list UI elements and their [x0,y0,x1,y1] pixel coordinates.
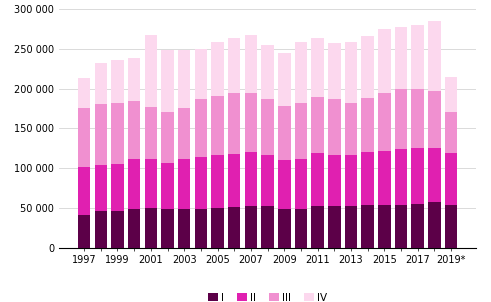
Bar [328,43,341,99]
Bar [228,93,241,154]
Bar [245,93,257,152]
Bar [245,206,257,248]
Bar [95,211,107,248]
Bar [395,27,407,89]
Bar [145,35,157,107]
Bar [428,91,440,148]
Bar [278,210,291,248]
Bar [111,211,124,248]
Bar [178,50,191,108]
Bar [361,36,374,98]
Bar [411,88,424,148]
Bar [95,165,107,211]
Bar [428,21,440,91]
Bar [145,159,157,208]
Bar [278,160,291,210]
Bar [428,202,440,248]
Bar [161,50,174,112]
Bar [411,204,424,248]
Bar [328,155,341,206]
Bar [328,99,341,155]
Bar [161,162,174,210]
Bar [194,209,207,248]
Bar [295,42,307,103]
Bar [261,99,274,155]
Bar [78,78,90,108]
Bar [345,103,357,155]
Bar [378,29,390,92]
Bar [178,159,191,210]
Bar [345,155,357,206]
Bar [194,49,207,99]
Bar [311,153,324,206]
Bar [211,155,224,208]
Bar [411,148,424,204]
Bar [295,210,307,248]
Bar [245,34,257,93]
Bar [111,164,124,211]
Bar [261,45,274,99]
Bar [428,148,440,202]
Bar [378,92,390,151]
Bar [278,106,291,160]
Bar [95,104,107,165]
Bar [295,103,307,159]
Bar [228,38,241,92]
Bar [345,206,357,248]
Bar [278,53,291,106]
Bar [395,149,407,205]
Bar [261,155,274,206]
Bar [128,101,140,159]
Bar [345,43,357,103]
Bar [311,97,324,153]
Bar [128,159,140,209]
Bar [411,25,424,88]
Bar [445,153,457,205]
Bar [178,108,191,159]
Bar [445,205,457,248]
Legend: I, II, III, IV: I, II, III, IV [204,289,331,302]
Bar [361,98,374,152]
Bar [111,60,124,103]
Bar [211,96,224,155]
Bar [311,206,324,248]
Bar [145,208,157,248]
Bar [161,210,174,248]
Bar [128,209,140,248]
Bar [445,77,457,112]
Bar [261,206,274,248]
Bar [178,210,191,248]
Bar [211,43,224,96]
Bar [78,215,90,248]
Bar [194,157,207,209]
Bar [78,108,90,167]
Bar [111,103,124,164]
Bar [161,112,174,162]
Bar [311,38,324,97]
Bar [245,152,257,206]
Bar [228,207,241,248]
Bar [378,151,390,205]
Bar [295,159,307,210]
Bar [194,99,207,157]
Bar [378,205,390,248]
Bar [145,107,157,159]
Bar [211,208,224,248]
Bar [395,205,407,248]
Bar [395,89,407,149]
Bar [78,167,90,215]
Bar [361,152,374,205]
Bar [228,154,241,207]
Bar [95,63,107,104]
Bar [361,205,374,248]
Bar [128,58,140,101]
Bar [328,206,341,248]
Bar [445,112,457,153]
